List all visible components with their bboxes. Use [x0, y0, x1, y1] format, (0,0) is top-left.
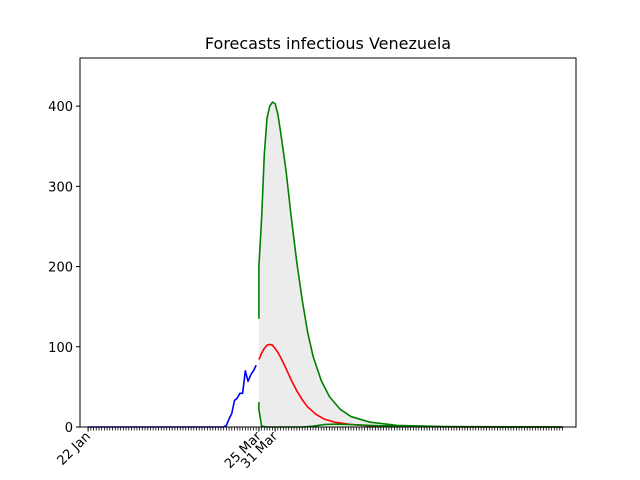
- series-line-observed: [88, 364, 257, 428]
- chart-title: Forecasts infectious Venezuela: [205, 34, 451, 53]
- band-area: [258, 102, 563, 428]
- y-tick-label: 300: [48, 180, 73, 195]
- y-tick-label: 400: [48, 100, 73, 115]
- plot-frame: [79, 57, 577, 428]
- series-line-lower-bound: [258, 402, 563, 428]
- series-line-upper-bound: [258, 101, 563, 428]
- axes: [79, 57, 577, 428]
- y-tick-label: 100: [48, 341, 73, 356]
- y-tick-label: 200: [48, 261, 73, 276]
- y-tick-label: 0: [65, 421, 73, 436]
- series-layer: [88, 101, 563, 428]
- confidence-band: [258, 102, 563, 428]
